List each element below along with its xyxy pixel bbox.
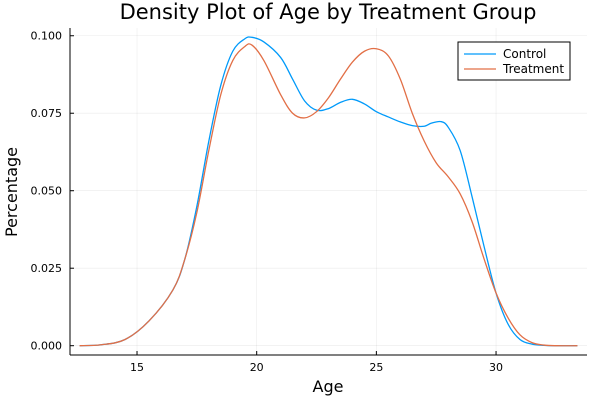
y-axis-label: Percentage bbox=[2, 147, 21, 237]
y-tick-label: 0.100 bbox=[31, 30, 63, 43]
series-layer bbox=[79, 36, 578, 347]
x-axis-label: Age bbox=[313, 377, 344, 396]
x-tick-label: 25 bbox=[369, 361, 383, 374]
legend-label-treatment: Treatment bbox=[502, 62, 564, 76]
x-tick-label: 15 bbox=[130, 361, 144, 374]
x-tick-label: 30 bbox=[489, 361, 503, 374]
y-tick-label: 0.025 bbox=[31, 262, 63, 275]
legend-label-control: Control bbox=[503, 47, 546, 61]
ticks: 15 20 25 30 0.000 0.025 0.050 0.075 0.100 bbox=[31, 30, 504, 374]
legend-box bbox=[457, 41, 571, 81]
x-tick-label: 20 bbox=[250, 361, 264, 374]
grid bbox=[70, 28, 587, 355]
y-tick-label: 0.075 bbox=[31, 107, 63, 120]
series-line-treatment bbox=[79, 43, 578, 347]
y-tick-label: 0.050 bbox=[31, 185, 63, 198]
series-line-control bbox=[79, 36, 578, 347]
chart-title: Density Plot of Age by Treatment Group bbox=[120, 0, 537, 24]
y-tick-label: 0.000 bbox=[31, 340, 63, 353]
axes bbox=[69, 28, 587, 356]
